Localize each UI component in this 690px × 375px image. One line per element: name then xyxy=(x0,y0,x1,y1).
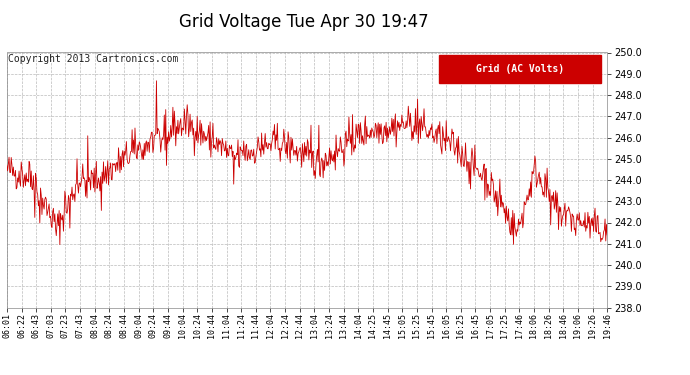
Bar xyxy=(439,55,601,83)
Text: Copyright 2013 Cartronics.com: Copyright 2013 Cartronics.com xyxy=(8,54,178,64)
Text: Grid Voltage Tue Apr 30 19:47: Grid Voltage Tue Apr 30 19:47 xyxy=(179,13,428,31)
Text: Grid (AC Volts): Grid (AC Volts) xyxy=(476,64,564,74)
